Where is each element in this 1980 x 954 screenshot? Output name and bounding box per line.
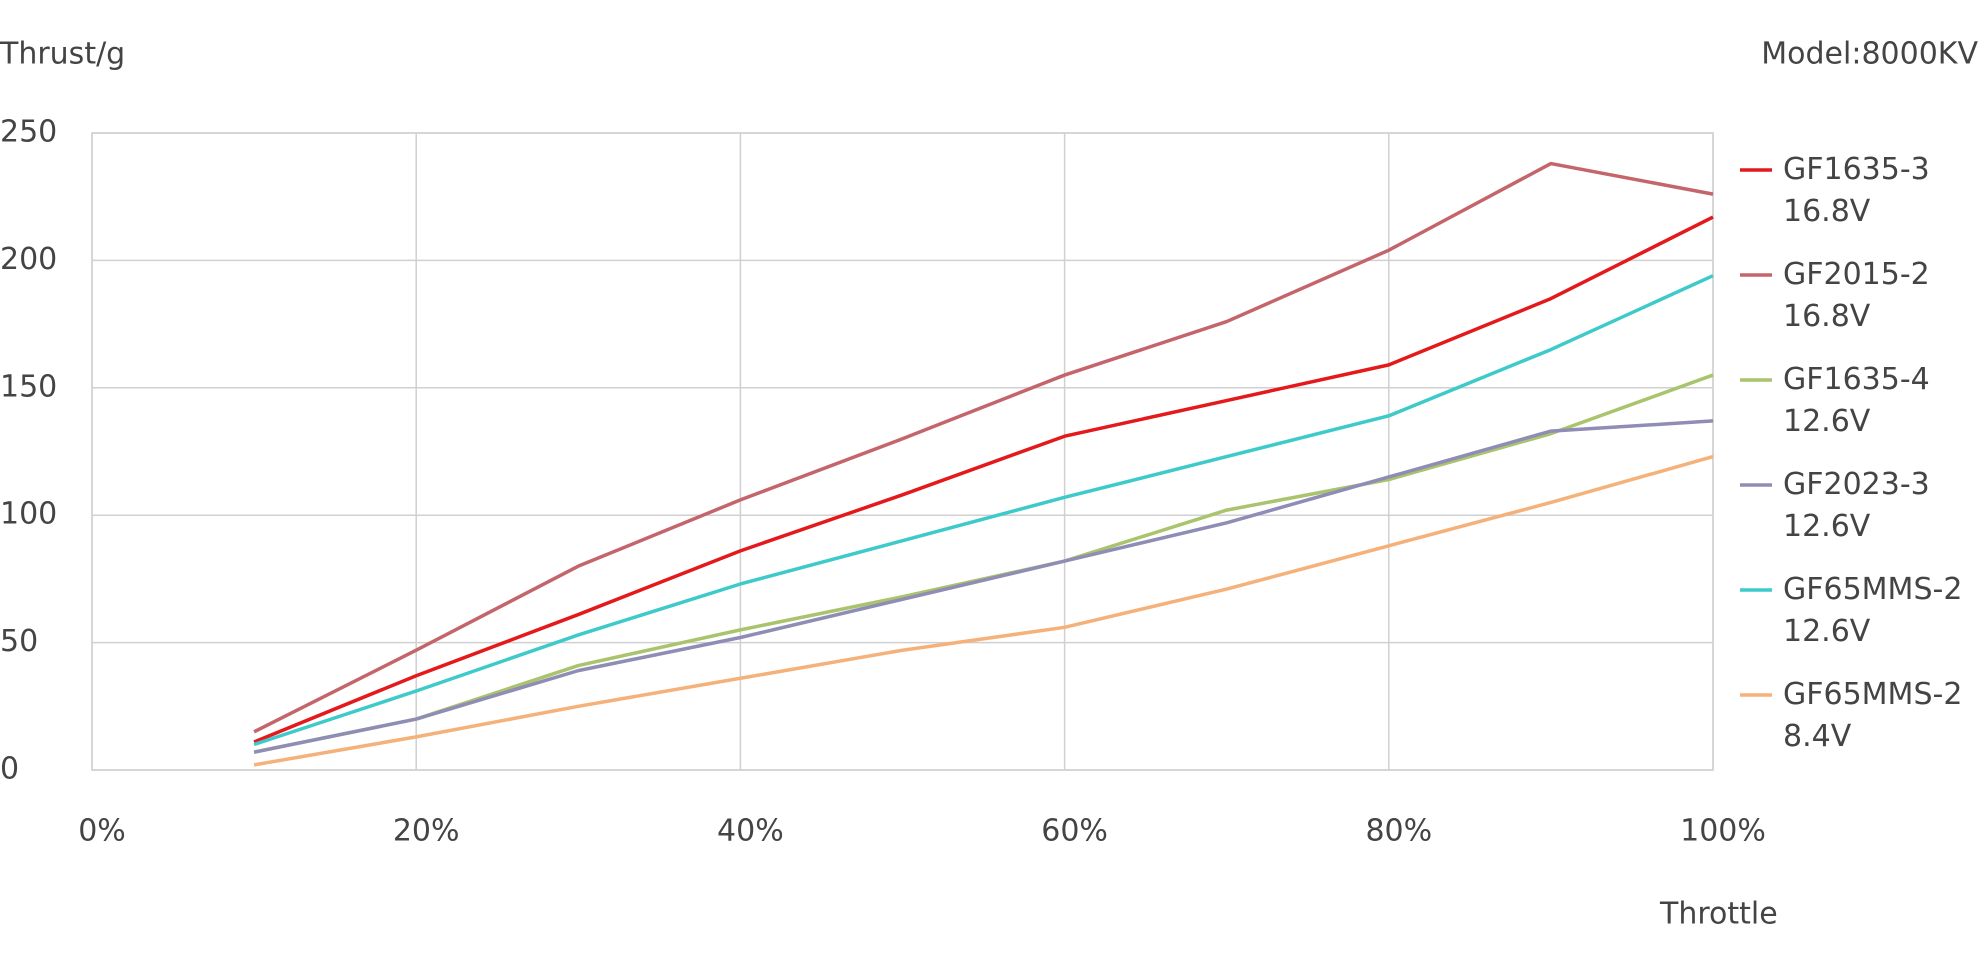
x-tick-label: 80% — [1365, 814, 1432, 849]
y-tick-label: 150 — [0, 369, 57, 404]
y-tick-label: 0 — [0, 752, 19, 787]
x-tick-label: 0% — [78, 814, 126, 849]
x-tick-label: 40% — [717, 814, 784, 849]
x-tick-label: 60% — [1041, 814, 1108, 849]
series-line — [253, 274, 1714, 747]
series-line — [253, 419, 1714, 754]
legend-label: GF1635-4 12.6V — [1783, 362, 1930, 439]
legend-label: GF65MMS-2 8.4V — [1783, 677, 1963, 754]
y-tick-label: 50 — [0, 624, 38, 659]
y-tick-label: 250 — [0, 115, 57, 150]
y-axis-title: Thrust/g — [0, 37, 125, 72]
plot-border — [91, 132, 1714, 771]
series-line — [253, 373, 1714, 754]
legend-label: GF65MMS-2 12.6V — [1783, 572, 1963, 649]
x-tick-label: 20% — [393, 814, 460, 849]
y-tick-label: 100 — [0, 497, 57, 532]
legend-label: GF1635-3 16.8V — [1783, 152, 1930, 229]
series-line — [253, 454, 1714, 767]
x-tick-label: 100% — [1680, 814, 1766, 849]
legend-label: GF2023-3 12.6V — [1783, 467, 1930, 544]
annotation: Model:8000KV — [1761, 37, 1978, 72]
x-axis-title: Throttle — [1659, 897, 1778, 932]
series-line — [253, 215, 1714, 744]
y-tick-label: 200 — [0, 242, 57, 277]
legend-label: GF2015-2 16.8V — [1783, 257, 1930, 334]
series-line — [253, 161, 1714, 734]
